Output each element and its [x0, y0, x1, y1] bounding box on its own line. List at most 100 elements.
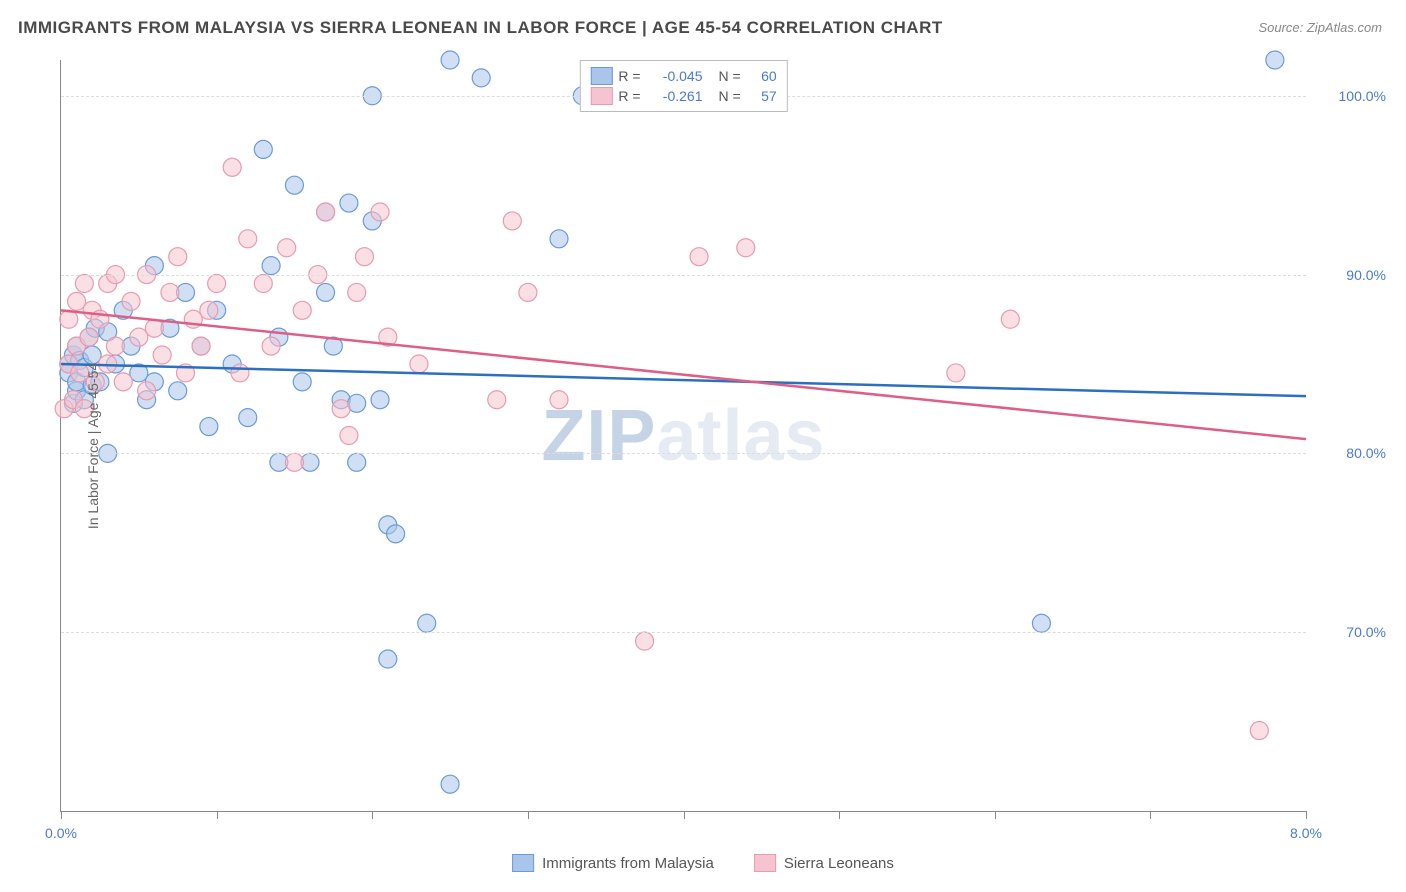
x-tick	[839, 811, 840, 819]
data-point	[239, 230, 257, 248]
data-point	[293, 373, 311, 391]
data-point	[371, 391, 389, 409]
data-point	[192, 337, 210, 355]
x-tick	[995, 811, 996, 819]
x-tick	[372, 811, 373, 819]
data-point	[1266, 51, 1284, 69]
data-point	[293, 301, 311, 319]
y-axis-label: In Labor Force | Age 45-54	[85, 363, 101, 529]
data-point	[1250, 722, 1268, 740]
n-value-sierra: 57	[747, 88, 777, 104]
gridline	[61, 275, 1306, 276]
data-point	[80, 328, 98, 346]
data-point	[317, 283, 335, 301]
x-tick	[217, 811, 218, 819]
data-point	[254, 140, 272, 158]
swatch-malaysia-bottom	[512, 854, 534, 872]
data-point	[161, 283, 179, 301]
legend-correlation: R = -0.045 N = 60 R = -0.261 N = 57	[579, 60, 787, 112]
plot-area: ZIPatlas R = -0.045 N = 60 R = -0.261 N …	[60, 60, 1306, 812]
data-point	[114, 373, 132, 391]
data-point	[379, 650, 397, 668]
legend-row-sierra: R = -0.261 N = 57	[590, 87, 776, 105]
gridline	[61, 632, 1306, 633]
data-point	[947, 364, 965, 382]
y-tick-label: 90.0%	[1346, 267, 1386, 283]
legend-row-malaysia: R = -0.045 N = 60	[590, 67, 776, 85]
data-point	[550, 391, 568, 409]
data-point	[278, 239, 296, 257]
data-point	[1001, 310, 1019, 328]
data-point	[737, 239, 755, 257]
data-point	[239, 409, 257, 427]
data-point	[371, 203, 389, 221]
x-tick	[528, 811, 529, 819]
data-point	[122, 292, 140, 310]
data-point	[472, 69, 490, 87]
swatch-sierra	[590, 87, 612, 105]
legend-bottom: Immigrants from Malaysia Sierra Leoneans	[512, 854, 894, 872]
data-point	[262, 337, 280, 355]
n-value-malaysia: 60	[747, 68, 777, 84]
x-tick	[1306, 811, 1307, 819]
data-point	[231, 364, 249, 382]
data-point	[550, 230, 568, 248]
data-point	[200, 418, 218, 436]
data-point	[332, 400, 350, 418]
legend-item-sierra: Sierra Leoneans	[754, 854, 894, 872]
gridline	[61, 453, 1306, 454]
x-tick	[1150, 811, 1151, 819]
data-point	[519, 283, 537, 301]
data-point	[1032, 614, 1050, 632]
data-point	[387, 525, 405, 543]
data-point	[285, 176, 303, 194]
data-point	[348, 283, 366, 301]
data-point	[223, 158, 241, 176]
data-point	[200, 301, 218, 319]
data-point	[106, 337, 124, 355]
y-tick-label: 100.0%	[1339, 88, 1386, 104]
data-point	[503, 212, 521, 230]
data-point	[75, 275, 93, 293]
data-point	[138, 382, 156, 400]
x-tick	[684, 811, 685, 819]
data-point	[83, 346, 101, 364]
x-tick	[61, 811, 62, 819]
swatch-malaysia	[590, 67, 612, 85]
data-point	[690, 248, 708, 266]
data-point	[169, 382, 187, 400]
chart-title: IMMIGRANTS FROM MALAYSIA VS SIERRA LEONE…	[18, 18, 943, 38]
data-point	[317, 203, 335, 221]
chart-container: IMMIGRANTS FROM MALAYSIA VS SIERRA LEONE…	[0, 0, 1406, 892]
data-point	[418, 614, 436, 632]
data-point	[285, 453, 303, 471]
data-point	[262, 257, 280, 275]
data-point	[340, 427, 358, 445]
y-tick-label: 80.0%	[1346, 445, 1386, 461]
r-value-sierra: -0.261	[647, 88, 703, 104]
data-point	[145, 319, 163, 337]
legend-item-malaysia: Immigrants from Malaysia	[512, 854, 714, 872]
data-point	[68, 292, 86, 310]
data-point	[208, 275, 226, 293]
data-point	[348, 453, 366, 471]
data-point	[410, 355, 428, 373]
chart-source: Source: ZipAtlas.com	[1258, 20, 1382, 35]
data-point	[153, 346, 171, 364]
r-value-malaysia: -0.045	[647, 68, 703, 84]
legend-label-malaysia: Immigrants from Malaysia	[542, 855, 714, 872]
data-point	[636, 632, 654, 650]
data-point	[441, 775, 459, 793]
plot-svg	[61, 60, 1306, 811]
data-point	[254, 275, 272, 293]
data-point	[169, 248, 187, 266]
data-point	[340, 194, 358, 212]
data-point	[441, 51, 459, 69]
x-tick-label: 0.0%	[45, 825, 77, 841]
data-point	[355, 248, 373, 266]
x-tick-label: 8.0%	[1290, 825, 1322, 841]
data-point	[488, 391, 506, 409]
trend-line	[61, 364, 1306, 396]
swatch-sierra-bottom	[754, 854, 776, 872]
data-point	[130, 328, 148, 346]
